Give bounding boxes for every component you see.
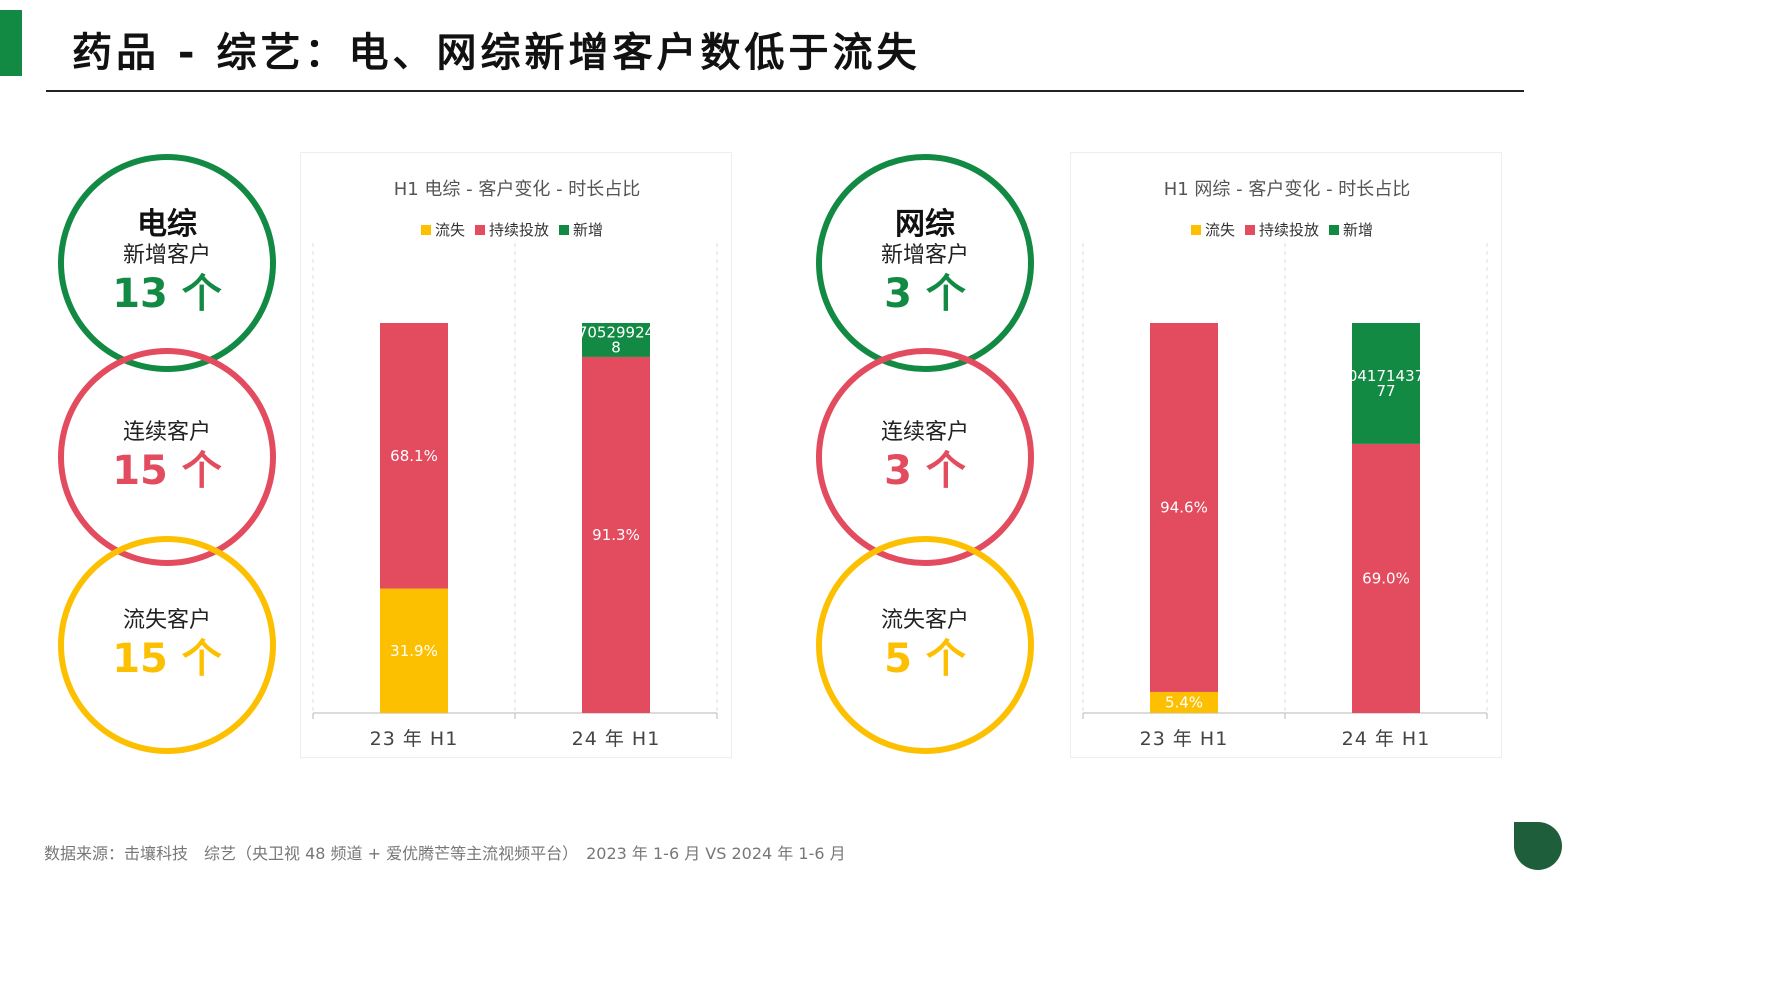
legend-label: 流失: [1205, 221, 1235, 239]
legend-swatch: [1191, 225, 1201, 235]
title-divider: [46, 90, 1524, 92]
source-note: 数据来源：击壤科技 综艺（央卫视 48 频道 + 爱优腾芒等主流视频平台） 20…: [44, 844, 846, 863]
chart-panel-tv: H1 电综 - 客户变化 - 时长占比流失 持续投放 新增 31.9% 68.1% 23 …: [300, 152, 732, 758]
data-label: 68.1%: [390, 447, 438, 465]
data-label: 70529924: [578, 323, 654, 341]
chart-legend: 流失 持续投放 新增: [421, 221, 603, 239]
data-label: 8: [611, 338, 621, 356]
bar-segment: [380, 323, 448, 589]
chart-panel-online: H1 网综 - 客户变化 - 时长占比流失 持续投放 新增 5.4% 94.6% 23 年…: [1070, 152, 1502, 758]
chart-title: H1 网综 - 客户变化 - 时长占比: [1164, 179, 1411, 200]
x-tick-label: 23 年 H1: [1140, 728, 1229, 750]
bar-segment: [1150, 323, 1218, 692]
legend-label: 新增: [1343, 221, 1373, 239]
data-label: 5.4%: [1165, 693, 1203, 711]
x-tick-label: 23 年 H1: [370, 728, 459, 750]
circle-count: 13 个: [112, 271, 222, 317]
circle-continuing-clients-tv: 连续客户 15 个: [58, 348, 276, 566]
legend-swatch: [1329, 225, 1339, 235]
circle-label: 连续客户: [880, 420, 969, 445]
circle-lost-clients-tv: 流失客户 15 个: [58, 536, 276, 754]
circle-count: 3 个: [884, 271, 966, 317]
bar-segment: [1150, 691, 1218, 713]
bar-segment: [582, 323, 650, 357]
circle-heading: 电综: [137, 207, 197, 242]
circle-label: 流失客户: [122, 608, 211, 633]
data-label: 69.0%: [1362, 569, 1410, 587]
legend-label: 持续投放: [489, 221, 549, 239]
circle-count: 5 个: [884, 636, 966, 682]
x-tick-label: 24 年 H1: [1342, 728, 1431, 750]
x-tick-label: 24 年 H1: [572, 728, 661, 750]
bar-segment: [582, 356, 650, 713]
chart-title: H1 电综 - 客户变化 - 时长占比: [394, 179, 641, 200]
circle-continuing-clients-online: 连续客户 3 个: [816, 348, 1034, 566]
data-label: 31.9%: [390, 642, 438, 660]
title-accent-bar: [0, 10, 22, 76]
page-title: 药品 - 综艺：电、网综新增客户数低于流失: [72, 30, 921, 76]
circle-label: 新增客户: [880, 243, 969, 268]
chart-legend: 流失 持续投放 新增: [1191, 221, 1373, 239]
legend-swatch: [421, 225, 431, 235]
circle-heading: 网综: [895, 207, 955, 242]
circle-count: 15 个: [112, 636, 222, 682]
data-label: 77: [1376, 382, 1395, 400]
circle-count: 3 个: [884, 448, 966, 494]
circle-count: 15 个: [112, 448, 222, 494]
bar-segment: [1352, 323, 1420, 444]
brand-logo: [1514, 822, 1562, 870]
legend-swatch: [475, 225, 485, 235]
circle-new-clients-tv: 电综 新增客户 13 个: [58, 154, 276, 372]
bar-segment: [380, 588, 448, 713]
data-label: 04171437: [1348, 367, 1424, 385]
circle-label: 新增客户: [122, 243, 211, 268]
legend-swatch: [1245, 225, 1255, 235]
circle-label: 流失客户: [880, 608, 969, 633]
legend-label: 持续投放: [1259, 221, 1319, 239]
data-label: 91.3%: [592, 526, 640, 544]
legend-label: 流失: [435, 221, 465, 239]
circle-label: 连续客户: [122, 420, 211, 445]
legend-label: 新增: [573, 221, 603, 239]
circle-new-clients-online: 网综 新增客户 3 个: [816, 154, 1034, 372]
circle-lost-clients-online: 流失客户 5 个: [816, 536, 1034, 754]
legend-swatch: [559, 225, 569, 235]
bar-segment: [1352, 443, 1420, 713]
data-label: 94.6%: [1160, 498, 1208, 516]
